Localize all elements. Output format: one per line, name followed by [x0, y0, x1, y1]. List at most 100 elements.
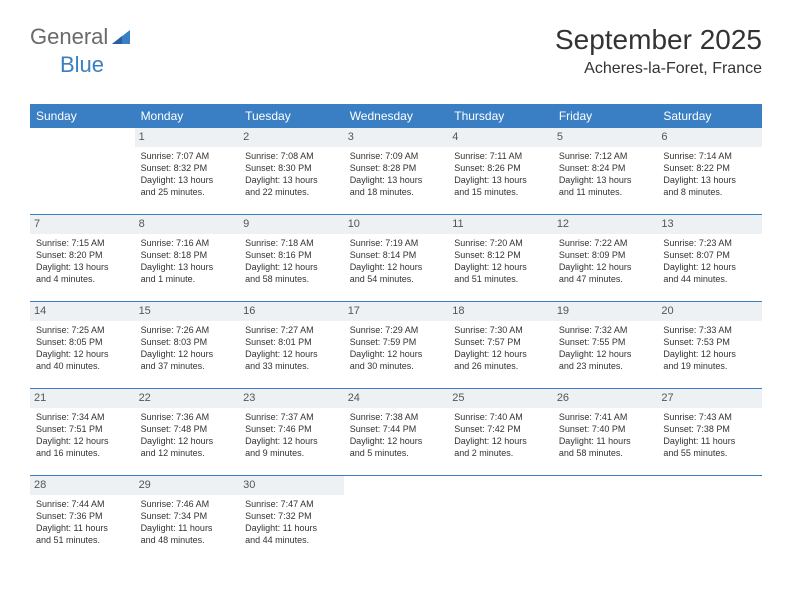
dl1-text: Daylight: 11 hours [36, 522, 129, 534]
calendar-week-row: 1Sunrise: 7:07 AMSunset: 8:32 PMDaylight… [30, 128, 762, 215]
day-number: 7 [30, 215, 135, 234]
sunset-text: Sunset: 7:51 PM [36, 423, 129, 435]
calendar-week-row: 21 Sunrise: 7:34 AMSunset: 7:51 PM Dayligh… [30, 389, 762, 476]
calendar-day-cell: 15Sunrise: 7:26 AMSunset: 8:03 PMDayligh… [135, 302, 240, 389]
sunrise-text: Sunrise: 7:09 AM [350, 150, 443, 162]
calendar-day-cell: 12Sunrise: 7:22 AMSunset: 8:09 PMDayligh… [553, 215, 658, 302]
dl1-text: Daylight: 12 hours [663, 348, 756, 360]
day-number: 21 [30, 389, 135, 408]
dl1-text: Daylight: 13 hours [350, 174, 443, 186]
sunset-text: Sunset: 7:46 PM [245, 423, 338, 435]
sunrise-text: Sunrise: 7:44 AM [36, 498, 129, 510]
sunset-text: Sunset: 7:34 PM [141, 510, 234, 522]
dl2-text: and 37 minutes. [141, 360, 234, 372]
dl2-text: and 25 minutes. [141, 186, 234, 198]
day-number: 26 [553, 389, 658, 408]
calendar-page: General September 2025 Acheres-la-Foret,… [0, 0, 792, 586]
dl2-text: and 58 minutes. [245, 273, 338, 285]
sunset-text: Sunset: 8:20 PM [36, 249, 129, 261]
sunset-text: Sunset: 8:28 PM [350, 162, 443, 174]
sunset-text: Sunset: 8:07 PM [663, 249, 756, 261]
sunrise-text: Sunrise: 7:32 AM [559, 324, 652, 336]
sunrise-text: Sunrise: 7:40 AM [454, 411, 547, 423]
calendar-day-cell: 17Sunrise: 7:29 AMSunset: 7:59 PMDayligh… [344, 302, 449, 389]
sunrise-text: Sunrise: 7:22 AM [559, 237, 652, 249]
calendar-day-cell: 27Sunrise: 7:43 AMSunset: 7:38 PMDayligh… [657, 389, 762, 476]
month-title: September 2025 [555, 24, 762, 56]
day-number: 10 [344, 215, 449, 234]
dl2-text: and 33 minutes. [245, 360, 338, 372]
calendar-table: Sunday Monday Tuesday Wednesday Thursday… [30, 104, 762, 562]
sunrise-text: Sunrise: 7:29 AM [350, 324, 443, 336]
sunset-text: Sunset: 8:09 PM [559, 249, 652, 261]
dl2-text: and 22 minutes. [245, 186, 338, 198]
dl2-text: and 16 minutes. [36, 447, 129, 459]
dl2-text: and 44 minutes. [245, 534, 338, 546]
sunrise-text: Sunrise: 7:47 AM [245, 498, 338, 510]
sunset-text: Sunset: 8:03 PM [141, 336, 234, 348]
sunrise-text: Sunrise: 7:19 AM [350, 237, 443, 249]
dl1-text: Daylight: 11 hours [559, 435, 652, 447]
calendar-day-cell [448, 476, 553, 563]
sunset-text: Sunset: 7:40 PM [559, 423, 652, 435]
sunset-text: Sunset: 8:32 PM [141, 162, 234, 174]
sunset-text: Sunset: 8:30 PM [245, 162, 338, 174]
dl2-text: and 23 minutes. [559, 360, 652, 372]
dl2-text: and 5 minutes. [350, 447, 443, 459]
dl1-text: Daylight: 12 hours [350, 261, 443, 273]
sunset-text: Sunset: 7:32 PM [245, 510, 338, 522]
sunset-text: Sunset: 8:26 PM [454, 162, 547, 174]
dl2-text: and 1 minute. [141, 273, 234, 285]
sunset-text: Sunset: 8:05 PM [36, 336, 129, 348]
day-number: 13 [657, 215, 762, 234]
calendar-day-cell: 25Sunrise: 7:40 AMSunset: 7:42 PMDayligh… [448, 389, 553, 476]
calendar-day-cell [553, 476, 658, 563]
sunset-text: Sunset: 8:14 PM [350, 249, 443, 261]
dl2-text: and 19 minutes. [663, 360, 756, 372]
sunrise-text: Sunrise: 7:46 AM [141, 498, 234, 510]
sunrise-text: Sunrise: 7:33 AM [663, 324, 756, 336]
sunset-text: Sunset: 8:12 PM [454, 249, 547, 261]
dl1-text: Daylight: 12 hours [454, 348, 547, 360]
weekday-header: Sunday [30, 104, 135, 128]
day-number: 4 [448, 128, 553, 147]
sunrise-text: Sunrise: 7:41 AM [559, 411, 652, 423]
day-number: 14 [30, 302, 135, 321]
location: Acheres-la-Foret, France [555, 60, 762, 78]
day-number: 2 [239, 128, 344, 147]
dl2-text: and 15 minutes. [454, 186, 547, 198]
dl1-text: Daylight: 12 hours [245, 348, 338, 360]
sunset-text: Sunset: 8:24 PM [559, 162, 652, 174]
sunrise-text: Sunrise: 7:34 AM [36, 411, 129, 423]
sunrise-text: Sunrise: 7:14 AM [663, 150, 756, 162]
calendar-day-cell: 6Sunrise: 7:14 AMSunset: 8:22 PMDaylight… [657, 128, 762, 215]
dl1-text: Daylight: 13 hours [663, 174, 756, 186]
sunset-text: Sunset: 7:57 PM [454, 336, 547, 348]
logo-sail-icon [110, 28, 132, 46]
calendar-day-cell [30, 128, 135, 215]
sunrise-text: Sunrise: 7:30 AM [454, 324, 547, 336]
dl1-text: Daylight: 12 hours [559, 348, 652, 360]
dl1-text: Daylight: 13 hours [36, 261, 129, 273]
day-number: 23 [239, 389, 344, 408]
calendar-day-cell: 29Sunrise: 7:46 AMSunset: 7:34 PMDayligh… [135, 476, 240, 563]
calendar-day-cell: 16Sunrise: 7:27 AMSunset: 8:01 PMDayligh… [239, 302, 344, 389]
sunset-text: Sunset: 7:53 PM [663, 336, 756, 348]
sunrise-text: Sunrise: 7:18 AM [245, 237, 338, 249]
sunrise-text: Sunrise: 7:27 AM [245, 324, 338, 336]
dl1-text: Daylight: 11 hours [663, 435, 756, 447]
logo-text-gray: General [30, 24, 108, 50]
calendar-body: 1Sunrise: 7:07 AMSunset: 8:32 PMDaylight… [30, 128, 762, 562]
calendar-day-cell: 19Sunrise: 7:32 AMSunset: 7:55 PMDayligh… [553, 302, 658, 389]
calendar-week-row: 7Sunrise: 7:15 AMSunset: 8:20 PMDaylight… [30, 215, 762, 302]
dl2-text: and 47 minutes. [559, 273, 652, 285]
day-number: 9 [239, 215, 344, 234]
dl1-text: Daylight: 12 hours [245, 435, 338, 447]
sunrise-text: Sunrise: 7:11 AM [454, 150, 547, 162]
calendar-day-cell: 22Sunrise: 7:36 AMSunset: 7:48 PMDayligh… [135, 389, 240, 476]
dl2-text: and 2 minutes. [454, 447, 547, 459]
dl2-text: and 18 minutes. [350, 186, 443, 198]
day-number: 25 [448, 389, 553, 408]
sunset-text: Sunset: 7:44 PM [350, 423, 443, 435]
sunrise-text: Sunrise: 7:07 AM [141, 150, 234, 162]
